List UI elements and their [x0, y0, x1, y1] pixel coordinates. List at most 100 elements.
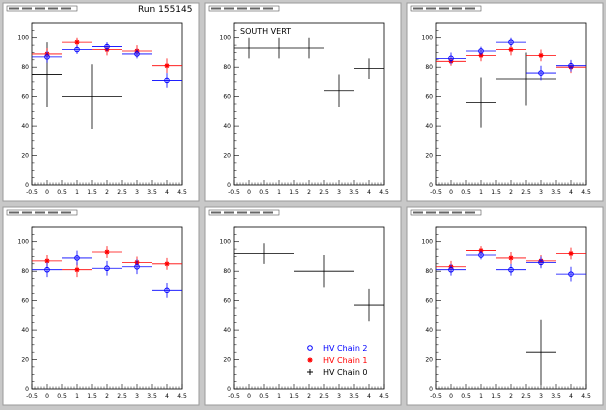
data-point — [556, 247, 586, 260]
x-tick-label: -0.5 — [26, 393, 38, 400]
y-tick-label: 0 — [227, 182, 231, 189]
marker — [508, 255, 514, 261]
data-point — [92, 42, 122, 51]
data-point — [526, 256, 556, 269]
x-tick-label: 2 — [105, 393, 109, 400]
data-point — [436, 52, 466, 65]
x-tick-label: 0 — [45, 189, 49, 196]
marker — [508, 46, 514, 53]
x-tick-label: 1 — [277, 393, 281, 400]
x-tick-label: 2 — [307, 393, 311, 400]
x-tick-label: 0 — [45, 393, 49, 400]
pad-title-glyph — [413, 7, 423, 10]
pad-title-glyph — [35, 211, 45, 214]
y-tick-label: 40 — [223, 327, 231, 334]
x-tick-label: 2.5 — [319, 189, 329, 196]
x-tick-label: 1 — [479, 189, 483, 196]
data-point — [496, 252, 526, 264]
x-tick-label: 3.5 — [551, 189, 561, 196]
y-tick-label: 100 — [422, 35, 434, 42]
legend-entry: HV Chain 2 — [307, 344, 368, 353]
x-tick-label: 3 — [539, 189, 543, 196]
marker — [568, 250, 574, 257]
legend-label: HV Chain 0 — [323, 368, 368, 377]
y-tick-label: 60 — [425, 298, 433, 305]
y-tick-label: 40 — [21, 123, 29, 130]
data-point — [122, 49, 152, 59]
x-tick-label: 0 — [449, 189, 453, 196]
x-tick-label: 3 — [539, 393, 543, 400]
pad-title-glyph — [413, 211, 423, 214]
x-tick-label: -0.5 — [228, 189, 240, 196]
y-tick-label: 80 — [223, 268, 231, 275]
x-tick-label: 4.5 — [177, 393, 187, 400]
marker — [568, 62, 574, 69]
data-point — [556, 59, 586, 72]
pad-background — [406, 206, 604, 406]
marker-d2 — [164, 63, 170, 68]
y-tick-label: 80 — [425, 64, 433, 71]
x-tick-label: 1.5 — [289, 189, 299, 196]
x-tick-label: 2.5 — [117, 393, 127, 400]
x-tick-label: 2.5 — [319, 393, 329, 400]
data-point — [152, 282, 182, 298]
marker-d2 — [44, 258, 50, 264]
marker — [134, 263, 140, 270]
y-tick-label: 0 — [25, 182, 29, 189]
pad-title-glyph — [9, 7, 19, 10]
marker — [538, 70, 544, 76]
marker — [74, 267, 80, 273]
data-point — [526, 65, 556, 81]
y-tick-label: 60 — [223, 298, 231, 305]
y-tick-label: 20 — [223, 357, 231, 364]
legend-label: HV Chain 2 — [323, 344, 368, 353]
marker — [44, 266, 50, 273]
y-tick-label: 100 — [220, 35, 232, 42]
pad-title-glyph — [452, 211, 462, 214]
x-tick-label: 4 — [367, 189, 371, 196]
x-tick-label: 3 — [135, 393, 139, 400]
marker — [478, 247, 484, 254]
marker — [104, 249, 110, 255]
legend-marker — [307, 357, 313, 363]
y-tick-label: 80 — [21, 64, 29, 71]
x-tick-label: 4 — [569, 393, 573, 400]
marker-d2 — [104, 249, 110, 255]
data-point — [466, 250, 496, 260]
y-tick-label: 20 — [425, 357, 433, 364]
x-tick-label: 1 — [75, 189, 79, 196]
y-tick-label: 100 — [18, 239, 30, 246]
pad-title-glyph — [22, 211, 32, 214]
pad-title-glyph — [439, 211, 449, 214]
x-tick-label: 1.5 — [491, 189, 501, 196]
marker — [508, 266, 514, 273]
data-point — [526, 319, 556, 385]
pad-title-glyph — [426, 7, 436, 10]
data-point — [264, 37, 294, 59]
x-tick-label: 4.5 — [581, 393, 591, 400]
data-point — [62, 250, 92, 266]
pad-title-text: SOUTH VERT — [240, 27, 291, 36]
x-tick-label: 0.5 — [259, 189, 269, 196]
y-tick-label: 60 — [223, 94, 231, 101]
y-tick-label: 40 — [425, 327, 433, 334]
pad-background — [2, 2, 200, 202]
marker — [104, 265, 110, 272]
marker-d2 — [164, 261, 170, 267]
x-tick-label: 4 — [165, 189, 169, 196]
x-tick-label: 0 — [247, 189, 251, 196]
data-point — [354, 58, 384, 79]
y-tick-label: 80 — [223, 64, 231, 71]
data-point — [92, 260, 122, 276]
x-tick-label: 0.5 — [259, 393, 269, 400]
x-tick-label: 4.5 — [581, 189, 591, 196]
y-tick-label: 20 — [21, 357, 29, 364]
marker — [74, 46, 80, 53]
data-point — [152, 73, 182, 88]
data-point — [62, 45, 92, 54]
pad-title-glyph — [250, 211, 260, 214]
y-tick-label: 0 — [25, 386, 29, 393]
